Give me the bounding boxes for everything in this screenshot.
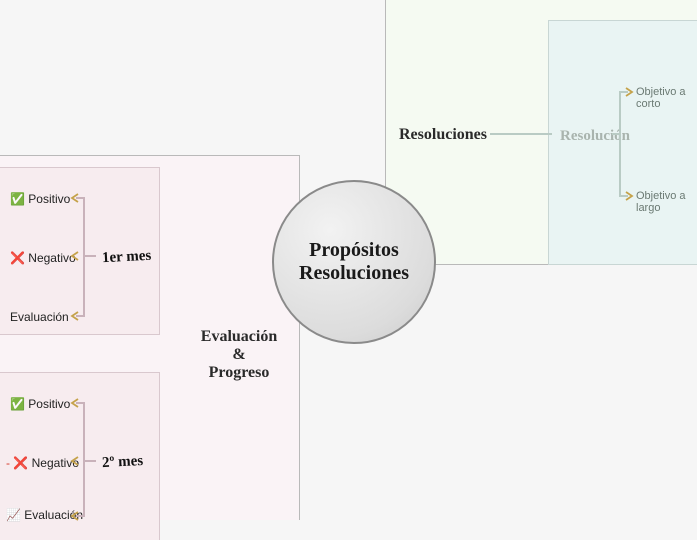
node-obj-largo: Objetivo a largo (636, 190, 697, 214)
title-evaluacion: Evaluación & Progreso (196, 328, 282, 382)
center-node: Propósitos Resoluciones (272, 180, 436, 344)
item-evaluacion-1: Evaluación (10, 310, 69, 324)
item-negativo-2: - ❌ Negativo (6, 456, 79, 470)
x-icon: ❌ (10, 251, 25, 265)
center-title: Propósitos Resoluciones (299, 239, 409, 285)
item-negativo-1: ❌ Negativo (10, 251, 76, 265)
label-mes-1: 1er mes (102, 248, 152, 268)
x-icon: ❌ (13, 456, 28, 470)
dash-icon: - (6, 456, 10, 470)
title-resoluciones: Resoluciones (399, 126, 487, 144)
check-icon: ✅ (10, 397, 25, 411)
check-icon: ✅ (10, 192, 25, 206)
item-positivo-2: ✅ Positivo (10, 397, 70, 411)
item-positivo-1: ✅ Positivo (10, 192, 70, 206)
node-obj-corto: Objetivo a corto (636, 86, 697, 110)
label-resolucion: Resolución (560, 128, 630, 145)
label-mes-2: 2º mes (102, 453, 144, 472)
